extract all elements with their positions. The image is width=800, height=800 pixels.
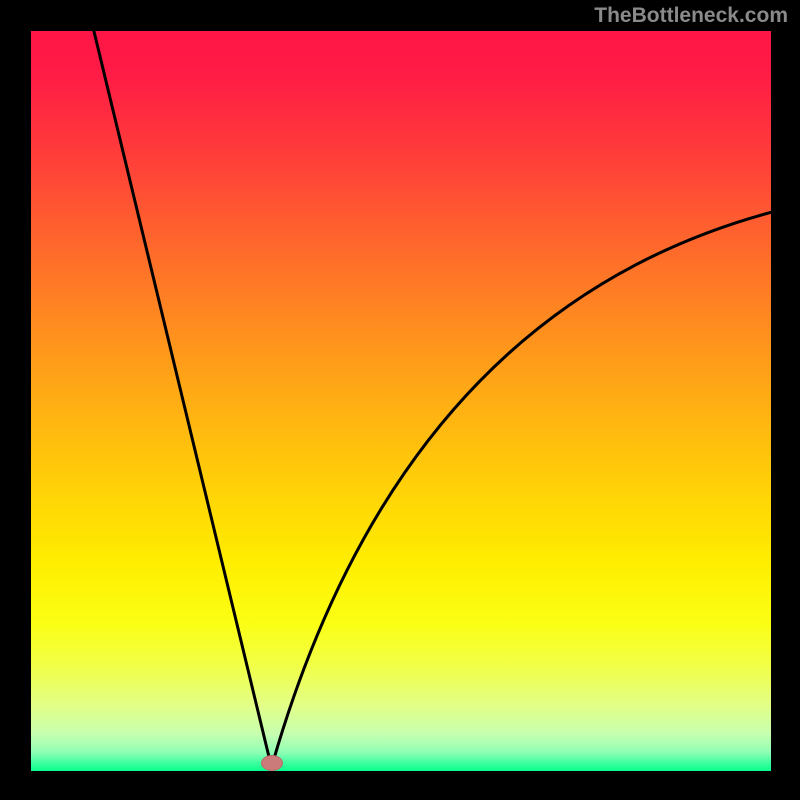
chart-container: TheBottleneck.com (0, 0, 800, 800)
watermark-text: TheBottleneck.com (594, 4, 788, 28)
minimum-marker (261, 755, 283, 771)
bottleneck-curve (31, 31, 771, 771)
plot-area (31, 31, 771, 771)
